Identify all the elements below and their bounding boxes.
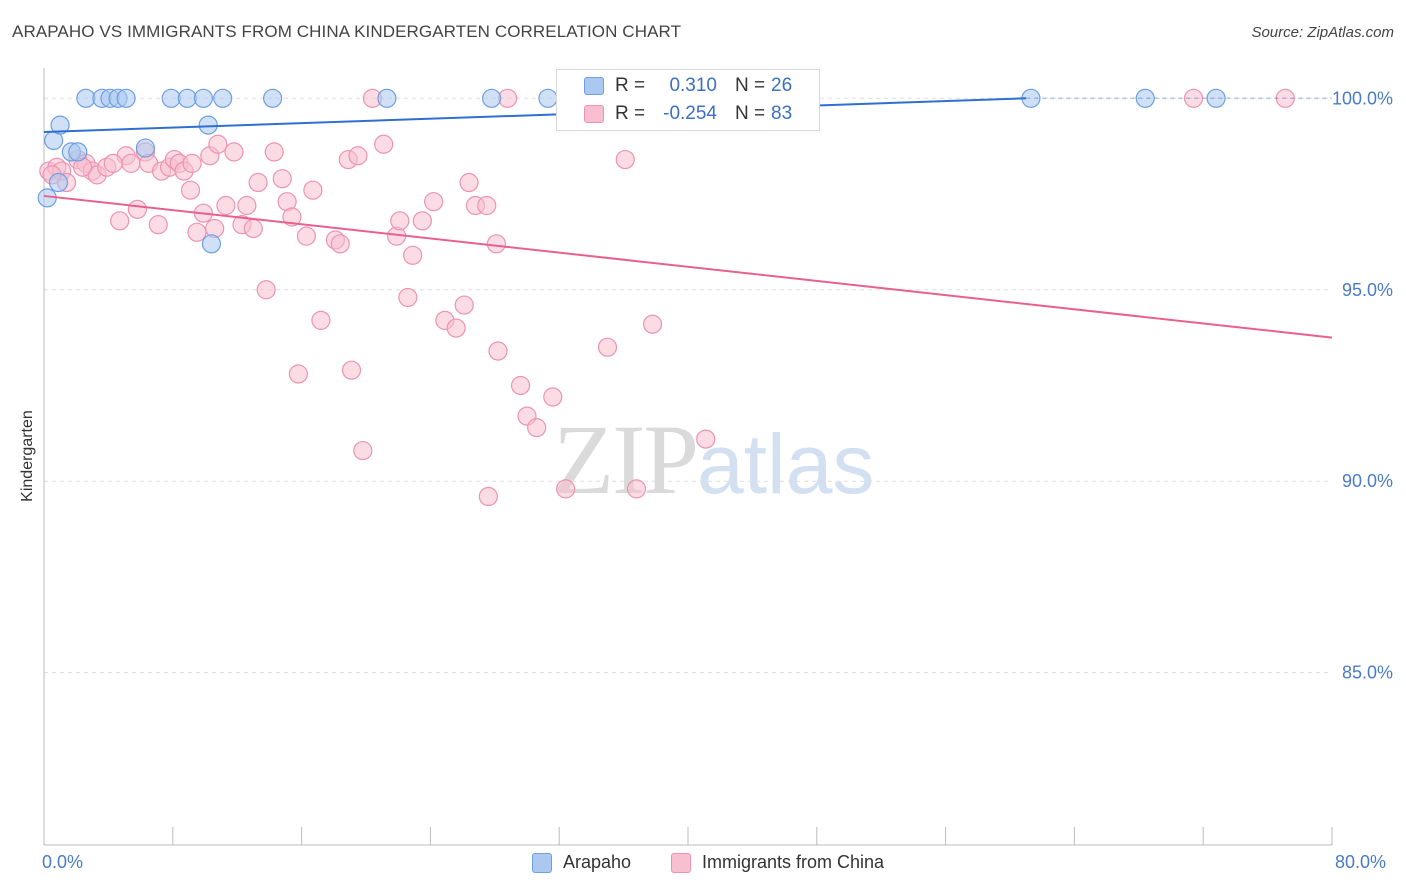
- china-point: [527, 418, 547, 438]
- china-point: [477, 195, 497, 216]
- y-tick-label: 85.0%: [1342, 663, 1393, 683]
- china-point: [182, 153, 202, 173]
- arapaho-point: [177, 88, 197, 108]
- china-point: [288, 364, 308, 384]
- arapaho-point: [201, 234, 222, 254]
- china-point: [615, 149, 635, 170]
- china-point: [454, 295, 474, 315]
- arapaho-point: [538, 88, 558, 108]
- legend-r-label: R =: [615, 103, 646, 124]
- china-point: [110, 211, 130, 231]
- arapaho-point: [1135, 88, 1155, 108]
- arapaho-point: [76, 88, 96, 108]
- china-point: [597, 337, 618, 357]
- china-point: [446, 318, 466, 338]
- bottom-legend-label-china: Immigrants from China: [702, 852, 885, 872]
- china-point: [510, 375, 531, 396]
- china-point: [272, 169, 292, 189]
- arapaho-point: [193, 88, 213, 108]
- china-point: [248, 172, 268, 193]
- legend-swatch-china: [584, 105, 604, 123]
- china-point: [348, 146, 368, 166]
- china-point: [556, 479, 576, 499]
- china-point: [216, 195, 236, 216]
- china-point: [412, 211, 432, 231]
- arapaho-trend-line: [43, 97, 1027, 133]
- china-point: [127, 199, 147, 219]
- arapaho-point: [50, 115, 70, 135]
- source-credit: Source: ZipAtlas.com: [1251, 24, 1394, 41]
- bottom-legend-swatch-arapaho: [532, 853, 552, 873]
- china-point: [626, 479, 647, 499]
- legend-r-value: 0.310: [669, 75, 717, 96]
- legend-row-china: R = -0.254 N = 83: [557, 100, 819, 128]
- china-point: [121, 153, 141, 173]
- china-point: [282, 207, 302, 227]
- china-point: [498, 88, 518, 108]
- china-point: [398, 287, 418, 308]
- china-point: [390, 211, 410, 231]
- legend-r-value: -0.254: [663, 103, 717, 124]
- china-point: [296, 226, 317, 246]
- arapaho-point: [161, 88, 181, 108]
- china-point: [374, 134, 394, 154]
- china-point: [224, 142, 244, 162]
- china-point: [180, 180, 201, 200]
- china-point: [243, 218, 263, 239]
- arapaho-point: [68, 142, 88, 162]
- legend-r-label: R =: [615, 75, 646, 96]
- arapaho-point: [263, 88, 283, 108]
- china-point: [543, 387, 563, 407]
- arapaho-point: [377, 88, 397, 108]
- china-point: [103, 153, 123, 173]
- legend-n-label: N =: [735, 103, 766, 124]
- china-point: [353, 440, 373, 461]
- china-point: [459, 172, 479, 193]
- bottom-legend-label-arapaho: Arapaho: [563, 852, 632, 872]
- china-point: [256, 280, 276, 300]
- y-tick-label: 95.0%: [1342, 280, 1393, 300]
- legend-n-value: 26: [771, 75, 793, 96]
- china-point: [330, 234, 350, 254]
- arapaho-point: [1206, 88, 1226, 108]
- china-point: [187, 222, 207, 242]
- china-point: [424, 192, 444, 212]
- arapaho-point: [135, 138, 156, 158]
- china-point: [403, 245, 423, 265]
- china-point: [237, 195, 257, 216]
- x-tick-label-max: 80.0%: [1335, 852, 1387, 872]
- y-tick-label: 100.0%: [1332, 88, 1393, 108]
- china-point: [696, 429, 716, 449]
- y-axis-label: Kindergarten: [19, 410, 36, 502]
- china-point: [1183, 88, 1204, 108]
- china-point: [1275, 88, 1295, 108]
- china-point: [264, 142, 284, 162]
- arapaho-point: [481, 88, 502, 108]
- china-point: [148, 215, 168, 235]
- legend-n-label: N =: [735, 75, 766, 96]
- legend-row-arapaho: R = 0.310 N = 26: [557, 72, 819, 100]
- china-point: [341, 360, 362, 380]
- y-tick-label: 90.0%: [1342, 471, 1393, 491]
- china-point: [208, 134, 228, 154]
- stats-legend: R = 0.310 N = 26 R = -0.254 N = 83: [556, 69, 820, 131]
- china-point: [478, 486, 498, 507]
- legend-n-value: 83: [771, 103, 793, 124]
- china-point: [486, 234, 507, 254]
- bottom-legend-swatch-china: [671, 853, 691, 873]
- arapaho-point: [116, 88, 136, 108]
- chart-title: ARAPAHO VS IMMIGRANTS FROM CHINA KINDERG…: [12, 22, 682, 41]
- arapaho-point: [48, 172, 69, 193]
- china-point: [642, 314, 663, 334]
- china-point: [311, 310, 331, 330]
- china-trend-line: [43, 194, 1333, 339]
- arapaho-point: [198, 115, 218, 135]
- x-tick-label-min: 0.0%: [42, 852, 84, 872]
- china-point: [303, 180, 323, 200]
- legend-swatch-arapaho: [584, 77, 604, 95]
- arapaho-point: [213, 88, 233, 108]
- china-point: [488, 341, 508, 361]
